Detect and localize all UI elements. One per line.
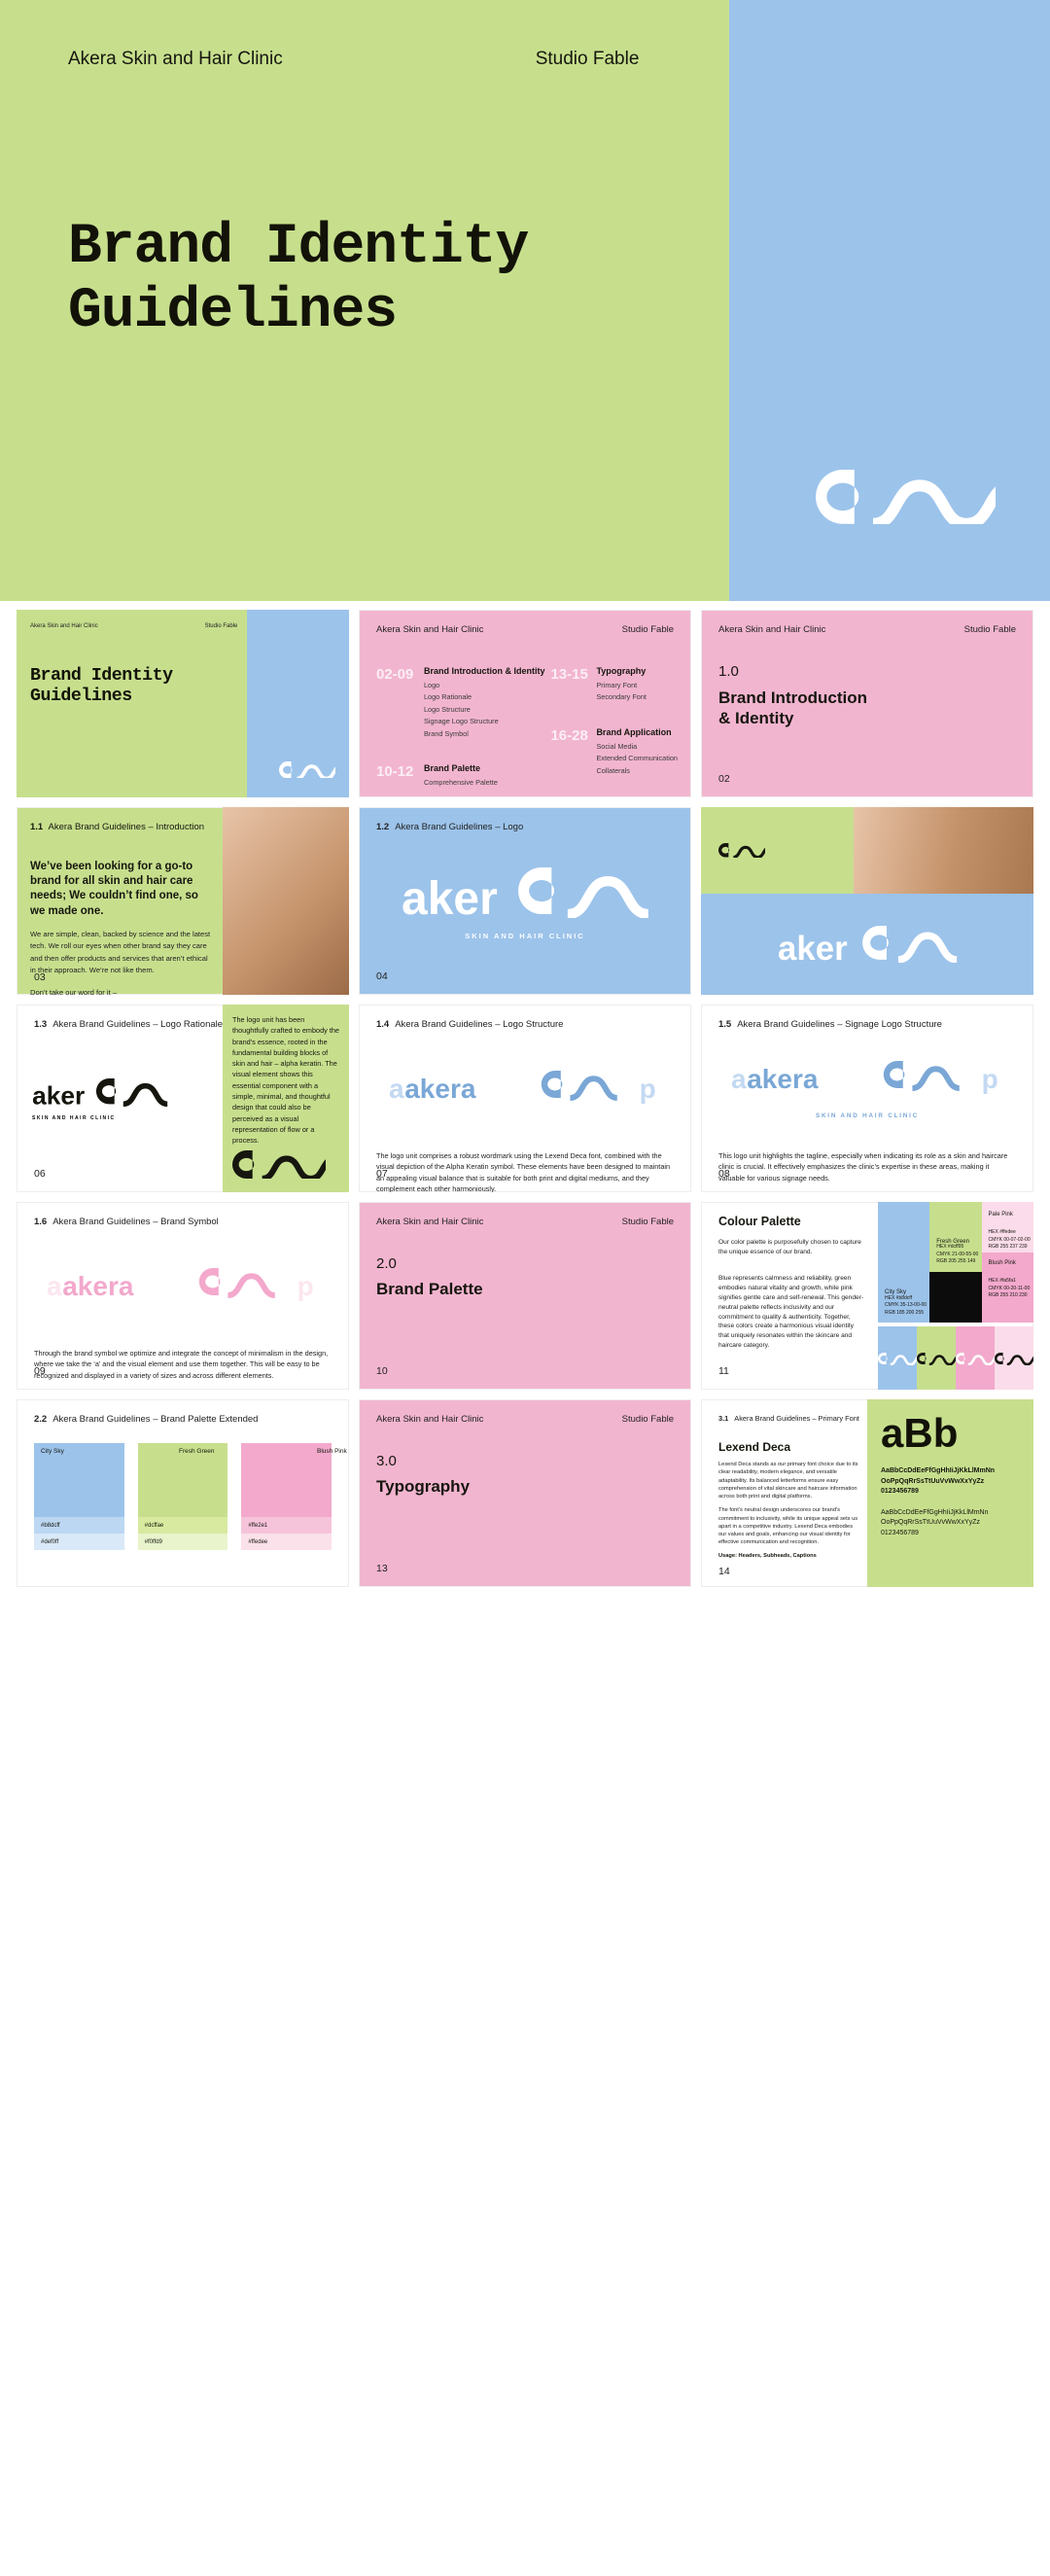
svg-text:akera: akera (62, 1271, 134, 1301)
svg-text:akera: akera (404, 1074, 476, 1104)
svg-text:p: p (982, 1064, 998, 1094)
svg-text:aker: aker (32, 1080, 85, 1106)
svg-text:p: p (640, 1074, 656, 1104)
svg-text:aker: aker (402, 873, 498, 918)
svg-text:a: a (731, 1064, 747, 1094)
svg-text:aker: aker (778, 930, 848, 963)
svg-text:akera: akera (747, 1064, 819, 1094)
svg-text:a: a (47, 1271, 62, 1301)
svg-text:p: p (298, 1271, 314, 1301)
svg-text:a: a (389, 1074, 404, 1104)
